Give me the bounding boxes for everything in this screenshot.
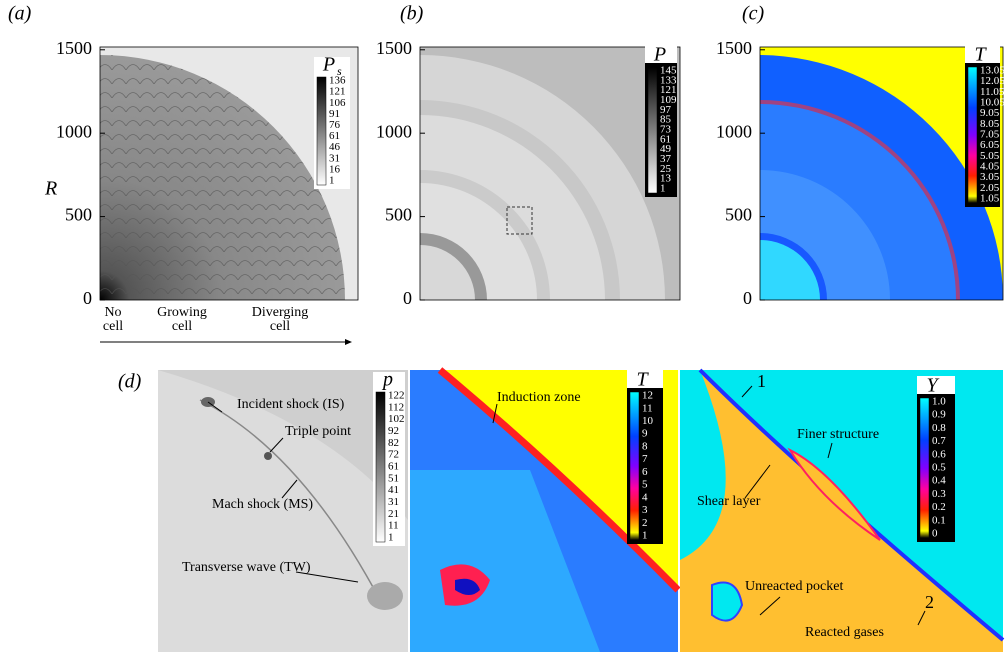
panel-label: (c) <box>742 3 765 25</box>
colorbar-tick-label: 1 <box>329 175 335 187</box>
colorbar <box>648 67 657 193</box>
panel-label: (b) <box>400 3 424 25</box>
x-label: Growing <box>157 305 207 320</box>
annotation: Shear layer <box>697 494 761 509</box>
colorbar-tick-label: 0 <box>932 528 938 540</box>
x-label: No <box>104 305 121 320</box>
annotation: Reacted gases <box>805 625 884 640</box>
y-tick-label: 1000 <box>56 121 92 141</box>
colorbar-tick-label: 41 <box>388 484 399 496</box>
colorbar-tick-label: 0.5 <box>932 462 946 474</box>
colorbar <box>630 392 639 540</box>
colorbar <box>376 392 385 542</box>
colorbar-title: p <box>381 369 393 391</box>
colorbar-tick-label: 6 <box>642 466 648 478</box>
y-tick-label: 1000 <box>376 121 412 141</box>
x-label: cell <box>172 319 192 334</box>
annotation: Triple point <box>285 424 351 439</box>
colorbar-tick-label: 1 <box>642 530 648 542</box>
colorbar <box>968 67 977 203</box>
colorbar-tick-label: 1.05 <box>980 193 1000 205</box>
colorbar-tick-label: 12 <box>642 390 653 402</box>
colorbar-tick-label: 31 <box>388 496 399 508</box>
y-tick-label: 0 <box>83 288 92 308</box>
colorbar-tick-label: 72 <box>388 449 399 461</box>
y-tick-label: 500 <box>65 205 92 225</box>
colorbar-tick-label: 1 <box>388 532 394 544</box>
colorbar-tick-label: 0.7 <box>932 435 946 447</box>
y-tick-label: 1500 <box>716 38 752 58</box>
colorbar-tick-label: 51 <box>388 472 399 484</box>
colorbar-tick-label: 122 <box>388 390 405 402</box>
annotation: Finer structure <box>797 427 879 442</box>
annotation: Induction zone <box>497 390 581 405</box>
y-tick-label: 500 <box>725 205 752 225</box>
y-tick-label: 1000 <box>716 121 752 141</box>
panel-label: (d) <box>118 371 142 393</box>
panel-b-image <box>420 47 680 300</box>
colorbar-title: P <box>653 44 666 66</box>
colorbar-tick-label: 3 <box>642 504 648 516</box>
y-tick-label: 1500 <box>56 38 92 58</box>
annotation: Transverse wave (TW) <box>182 560 311 575</box>
y-tick-label: 0 <box>743 288 752 308</box>
panel-label: (a) <box>8 3 32 25</box>
annotation: 1 <box>757 371 766 391</box>
annotation: Unreacted pocket <box>745 579 843 594</box>
colorbar-tick-label: 7 <box>642 453 648 465</box>
axis-label: R <box>44 178 57 200</box>
figure: (a)(b)(c)(d)R050010001500050010001500050… <box>0 0 1006 655</box>
x-label: Diverging <box>252 305 309 320</box>
colorbar-title: P <box>322 54 335 76</box>
x-label: cell <box>270 319 290 334</box>
y-tick-label: 1500 <box>376 38 412 58</box>
colorbar-tick-label: 0.2 <box>932 501 946 513</box>
colorbar-tick-label: 11 <box>642 402 653 414</box>
annotation: Incident shock (IS) <box>237 397 345 412</box>
colorbar-tick-label: 0.9 <box>932 409 946 421</box>
colorbar-title: T <box>636 369 649 391</box>
colorbar-title: Y <box>926 375 939 397</box>
annotation: Mach shock (MS) <box>212 497 313 512</box>
colorbar-tick-label: 1.0 <box>932 396 946 408</box>
annotation: 2 <box>925 592 934 612</box>
colorbar-tick-label: 1 <box>660 183 666 195</box>
colorbar-title: T <box>974 44 987 66</box>
y-tick-label: 0 <box>403 288 412 308</box>
colorbar-tick-label: 0.4 <box>932 475 946 487</box>
colorbar-tick-label: 5 <box>642 479 648 491</box>
colorbar-tick-label: 0.6 <box>932 448 946 460</box>
colorbar-tick-label: 0.3 <box>932 488 946 500</box>
x-label: cell <box>103 319 123 334</box>
colorbar <box>920 398 929 538</box>
colorbar-tick-label: 11 <box>388 520 399 532</box>
colorbar-tick-label: 61 <box>388 461 399 473</box>
colorbar-tick-label: 0.1 <box>932 514 946 526</box>
colorbar-tick-label: 102 <box>388 413 405 425</box>
colorbar-tick-label: 82 <box>388 437 399 449</box>
colorbar-tick-label: 2 <box>642 517 648 529</box>
colorbar-tick-label: 92 <box>388 425 399 437</box>
arrow-head <box>345 339 352 345</box>
colorbar <box>317 77 326 185</box>
colorbar-tick-label: 9 <box>642 428 648 440</box>
colorbar-tick-label: 0.8 <box>932 422 946 434</box>
colorbar-tick-label: 8 <box>642 440 648 452</box>
colorbar-tick-label: 21 <box>388 508 399 520</box>
colorbar-tick-label: 10 <box>642 415 654 427</box>
colorbar-tick-label: 112 <box>388 401 404 413</box>
y-tick-label: 500 <box>385 205 412 225</box>
colorbar-tick-label: 4 <box>642 491 648 503</box>
